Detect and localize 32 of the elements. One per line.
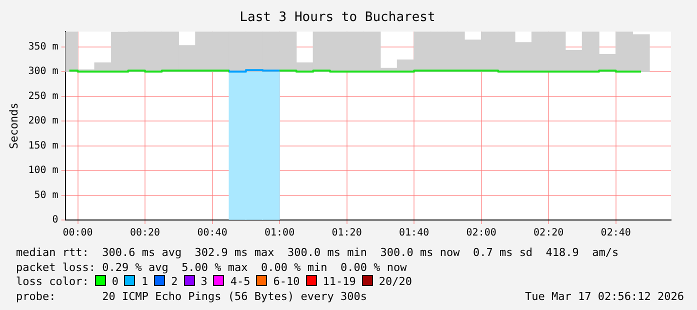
text: loss color: bbox=[16, 275, 89, 288]
y-axis-title: Seconds bbox=[7, 102, 20, 149]
y-tick-label: 300 m bbox=[28, 66, 58, 78]
y-tick-label: 250 m bbox=[28, 90, 58, 102]
y-tick-label: 200 m bbox=[28, 116, 58, 127]
text: 11-19 bbox=[322, 275, 356, 288]
x-tick-label: 00:40 bbox=[197, 228, 228, 239]
text: 4-5 bbox=[230, 275, 250, 288]
text: 3 bbox=[200, 275, 208, 288]
text: 0 bbox=[112, 275, 118, 288]
x-tick-label: 00:20 bbox=[130, 228, 160, 239]
chart-title: Last 3 Hours to Bucharest bbox=[240, 10, 436, 26]
text: median rtt: 300.6 ms avg 302.9 ms max 300.0 ms min 300.0 ms now 0.7 ms sd 418.9 am/s bbox=[16, 246, 619, 259]
x-tick-label: 01:20 bbox=[332, 228, 362, 239]
text: 20/20 bbox=[378, 275, 412, 288]
text: 6-10 bbox=[273, 275, 300, 288]
x-tick-label: 02:40 bbox=[600, 228, 631, 239]
x-tick-label: 02:20 bbox=[534, 228, 564, 239]
x-tick-label: 00:00 bbox=[62, 228, 93, 239]
y-tick-label: 100 m bbox=[28, 165, 58, 176]
text: probe: 20 ICMP Echo Pings (56 Bytes) every 300s bbox=[16, 290, 367, 302]
x-tick-label: 02:00 bbox=[466, 228, 496, 239]
text: packet loss: 0.29 % avg 5.00 % max 0.00 % min 0.00 % now bbox=[16, 260, 407, 274]
y-tick-label: 0 bbox=[52, 214, 58, 226]
text: 1 bbox=[141, 275, 148, 288]
y-tick-label: 150 m bbox=[28, 140, 58, 152]
y-tick-label: 50 m bbox=[34, 190, 58, 201]
text: 2 bbox=[171, 275, 178, 288]
text: Tue Mar 17 02:56:12 2026 bbox=[525, 290, 684, 304]
x-tick-label: 01:00 bbox=[264, 228, 295, 239]
x-tick-label: 01:40 bbox=[399, 228, 430, 239]
y-tick-label: 350 m bbox=[28, 42, 58, 53]
